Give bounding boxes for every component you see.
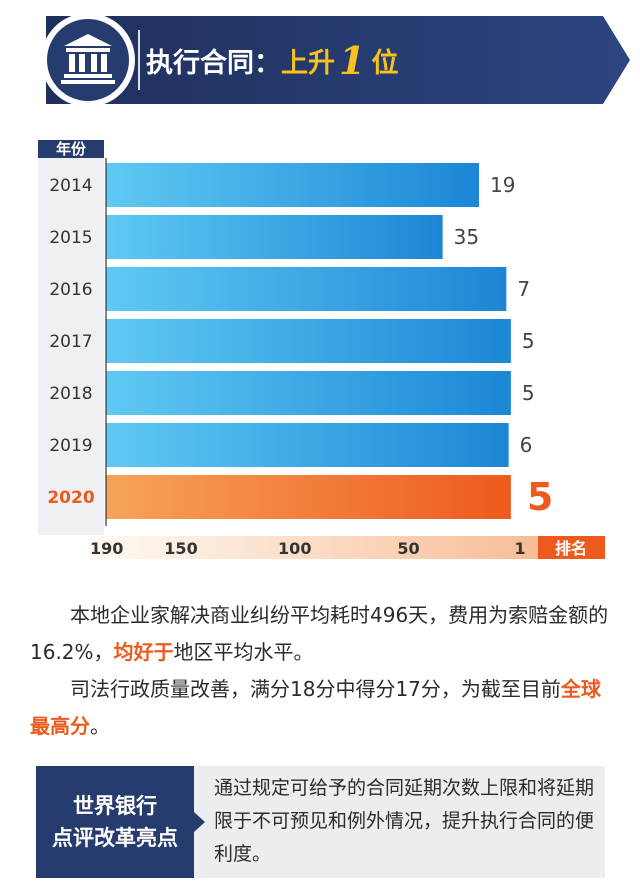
footer-label-line2: 点评改革亮点 <box>52 822 178 854</box>
bar-2014 <box>106 163 479 207</box>
title-number: 1 <box>339 38 365 83</box>
title-highlight: 上升 <box>281 41 335 80</box>
icon-badge <box>47 19 129 101</box>
category-label-2018: 2018 <box>49 384 92 404</box>
data-label-2015: 35 <box>454 225 479 249</box>
header-banner: 执行合同： 上升 1 位 <box>0 0 640 110</box>
bar-2019 <box>106 423 509 467</box>
x-tick-150: 150 <box>164 539 197 558</box>
footer-label-line1: 世界银行 <box>73 790 157 822</box>
chart-svg: 年份 2014 19 2015 35 2016 7 2017 5 2018 5 2019 6 2020 5 排… <box>0 130 640 570</box>
page-title: 执行合同： 上升 1 位 <box>146 38 398 82</box>
category-label-2017: 2017 <box>49 332 92 352</box>
paragraph-efficiency: 本地企业家解决商业纠纷平均耗时496天，费用为索赔金额的16.2%，均好于地区平… <box>30 597 615 671</box>
y-axis-title: 年份 <box>56 140 87 158</box>
footer-label: 世界银行 点评改革亮点 <box>36 766 194 878</box>
bar-2016 <box>106 267 506 311</box>
data-label-2014: 19 <box>490 173 515 197</box>
data-label-2019: 6 <box>520 433 533 457</box>
p1-text-b: 地区平均水平。 <box>174 640 314 664</box>
p2-text-b: 。 <box>90 714 110 738</box>
data-label-2020: 5 <box>527 475 553 519</box>
category-label-2020: 2020 <box>47 488 94 508</box>
x-axis-band <box>90 536 538 559</box>
data-label-2016: 7 <box>517 277 530 301</box>
ranking-chart: 年份 2014 19 2015 35 2016 7 2017 5 2018 5 2019 6 2020 5 排… <box>0 130 640 570</box>
paragraph-quality: 司法行政质量改善，满分18分中得分17分，为截至目前全球最高分。 <box>30 671 615 745</box>
p1-emphasis: 均好于 <box>114 640 174 664</box>
data-label-2017: 5 <box>522 329 535 353</box>
title-prefix: 执行合同： <box>146 41 281 80</box>
footer-text: 通过规定可给予的合同延期次数上限和将延期限于不可预见和例外情况，提升执行合同的便… <box>214 772 599 871</box>
bar-2017 <box>106 319 511 363</box>
bar-2015 <box>106 215 443 259</box>
category-label-2019: 2019 <box>49 436 92 456</box>
category-label-2015: 2015 <box>49 228 92 248</box>
p2-text-a: 司法行政质量改善，满分18分中得分17分，为截至目前 <box>70 677 561 701</box>
category-label-2016: 2016 <box>49 280 92 300</box>
bar-2020 <box>106 475 511 519</box>
category-label-2014: 2014 <box>49 176 92 196</box>
title-suffix: 位 <box>371 41 398 80</box>
footer-notch <box>194 812 205 832</box>
banner-divider <box>138 30 140 90</box>
x-tick-1: 1 <box>514 539 525 558</box>
x-axis-title: 排名 <box>555 539 587 558</box>
x-tick-190: 190 <box>90 539 123 558</box>
data-label-2018: 5 <box>522 381 535 405</box>
x-tick-100: 100 <box>278 539 311 558</box>
x-tick-50: 50 <box>397 539 419 558</box>
bar-2018 <box>106 371 511 415</box>
